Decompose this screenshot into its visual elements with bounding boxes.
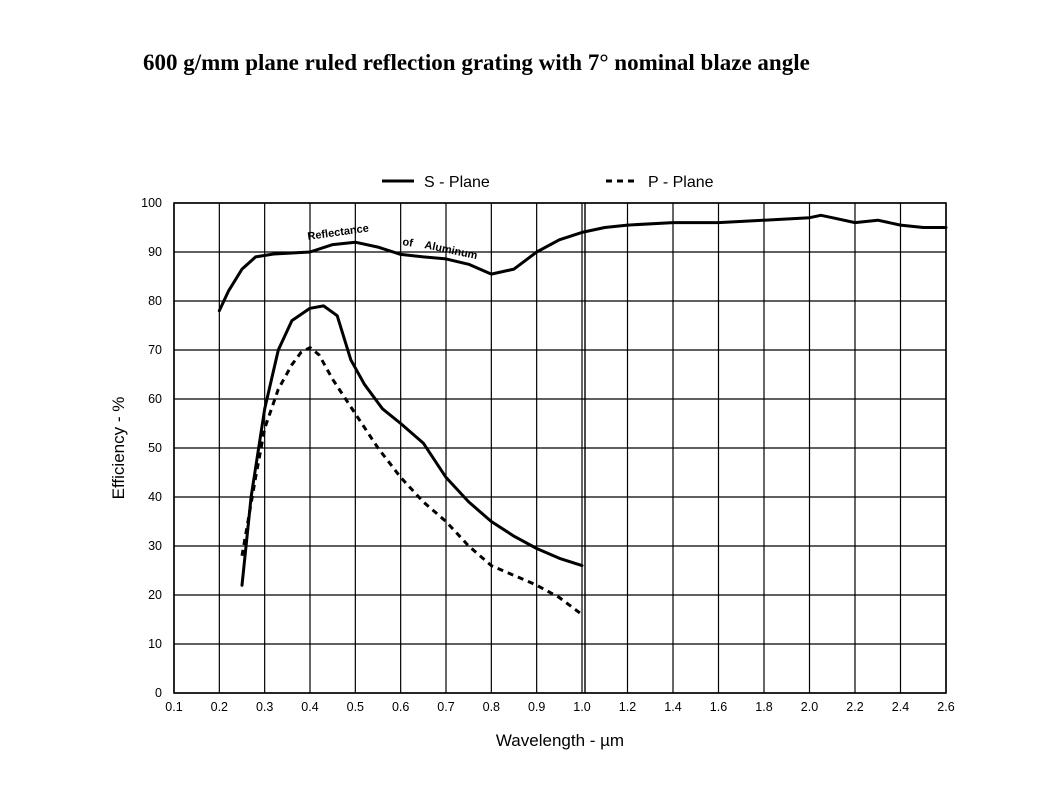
x-tick-label: 0.5 (347, 700, 364, 714)
y-tick-label: 90 (148, 245, 162, 259)
y-tick-label: 60 (148, 392, 162, 406)
x-tick-label: 0.1 (165, 700, 182, 714)
y-tick-label: 10 (148, 637, 162, 651)
grid (173, 202, 947, 694)
y-tick-label: 100 (141, 196, 162, 210)
x-tick-label: 1.0 (573, 700, 590, 714)
y-axis-label: Efficiency - % (109, 397, 128, 500)
y-tick-label: 70 (148, 343, 162, 357)
x-tick-label: 1.2 (619, 700, 636, 714)
x-tick-label: 0.9 (528, 700, 545, 714)
axes (173, 202, 947, 694)
x-tick-label: 2.2 (846, 700, 863, 714)
x-tick-label: 1.8 (755, 700, 772, 714)
x-tick-label: 1.6 (710, 700, 727, 714)
s-plane-line (240, 304, 584, 587)
x-tick-label: 0.2 (211, 700, 228, 714)
x-tick-label: 0.3 (256, 700, 273, 714)
y-tick-label: 80 (148, 294, 162, 308)
y-tick-label: 0 (155, 686, 162, 700)
x-tick-label: 2.0 (801, 700, 818, 714)
tick-labels: 0 10 20 30 40 50 60 70 80 90 100 0.1 0.2 0.3 0.4 0.5 0.6… (141, 196, 955, 714)
x-axis-label: Wavelength - µm (496, 731, 624, 750)
aluminum-reflectance-line (217, 213, 948, 313)
annotation-text: Reflectance (307, 222, 370, 242)
x-tick-label: 0.6 (392, 700, 409, 714)
x-tick-label: 0.7 (437, 700, 454, 714)
y-tick-label: 30 (148, 539, 162, 553)
legend: S - Plane P - Plane (382, 174, 714, 191)
x-tick-label: 2.6 (937, 700, 954, 714)
legend-label: P - Plane (648, 174, 714, 191)
plot-frame (173, 202, 947, 694)
x-tick-label: 0.4 (301, 700, 318, 714)
y-tick-label: 40 (148, 490, 162, 504)
y-tick-label: 50 (148, 441, 162, 455)
y-tick-label: 20 (148, 588, 162, 602)
annotations: Reflectance of Aluminum (307, 222, 479, 262)
x-tick-label: 0.8 (483, 700, 500, 714)
p-plane-line (240, 346, 583, 616)
series-layer (217, 213, 948, 616)
x-tick-label: 1.4 (664, 700, 681, 714)
annotation-text: of (401, 236, 414, 250)
x-tick-label: 2.4 (892, 700, 909, 714)
chart-title: 600 g/mm plane ruled reflection grating … (143, 50, 810, 75)
legend-label: S - Plane (424, 174, 490, 191)
